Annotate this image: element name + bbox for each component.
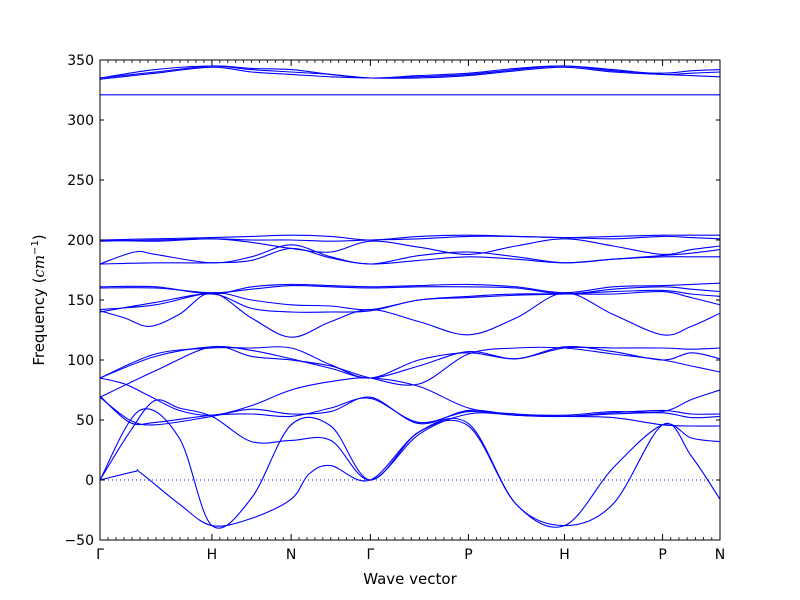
y-axis-ticks: −50 0 50 100 150 200 250 300 350 [64, 53, 720, 549]
band-line [100, 345, 720, 398]
y-axis-label: Frequency (cm−1) [30, 234, 48, 365]
band-line [100, 417, 720, 527]
band-line [100, 66, 720, 80]
y-tick-label: 150 [67, 293, 94, 309]
y-tick-label: 0 [85, 473, 94, 489]
band-line [100, 284, 720, 295]
band-series-group [100, 65, 720, 529]
y-tick-label: 50 [76, 413, 94, 429]
y-tick-label: −50 [64, 533, 94, 549]
band-line [100, 346, 720, 379]
band-line [100, 408, 720, 529]
x-tick-label: Γ [366, 547, 374, 563]
x-tick-label: N [715, 547, 725, 563]
y-tick-label: 100 [67, 353, 94, 369]
y-axis-label-sup: −1 [30, 240, 41, 255]
x-tick-label: Γ [96, 547, 104, 563]
y-tick-label: 200 [67, 233, 94, 249]
plot-area [99, 59, 721, 541]
y-axis-label-text: Frequency ( [30, 278, 48, 366]
x-axis-label: Wave vector [363, 570, 457, 588]
band-line [100, 346, 720, 379]
x-tick-label: P [464, 547, 472, 563]
y-axis-label-close: ) [30, 234, 48, 240]
x-tick-label: N [286, 547, 296, 563]
y-tick-label: 250 [67, 173, 94, 189]
y-axis-label-math: cm [30, 255, 48, 278]
band-line [100, 377, 720, 416]
x-tick-label: P [658, 547, 666, 563]
y-tick-label: 350 [67, 53, 94, 69]
x-tick-label: H [559, 547, 570, 563]
band-line [100, 292, 720, 338]
plot-frame [99, 59, 721, 541]
band-line [100, 289, 720, 313]
band-line [100, 238, 720, 255]
band-line [100, 290, 720, 311]
band-line [100, 395, 720, 426]
band-line [100, 247, 720, 265]
x-tick-label: H [207, 547, 218, 563]
band-line [100, 234, 720, 241]
y-tick-label: 300 [67, 113, 94, 129]
